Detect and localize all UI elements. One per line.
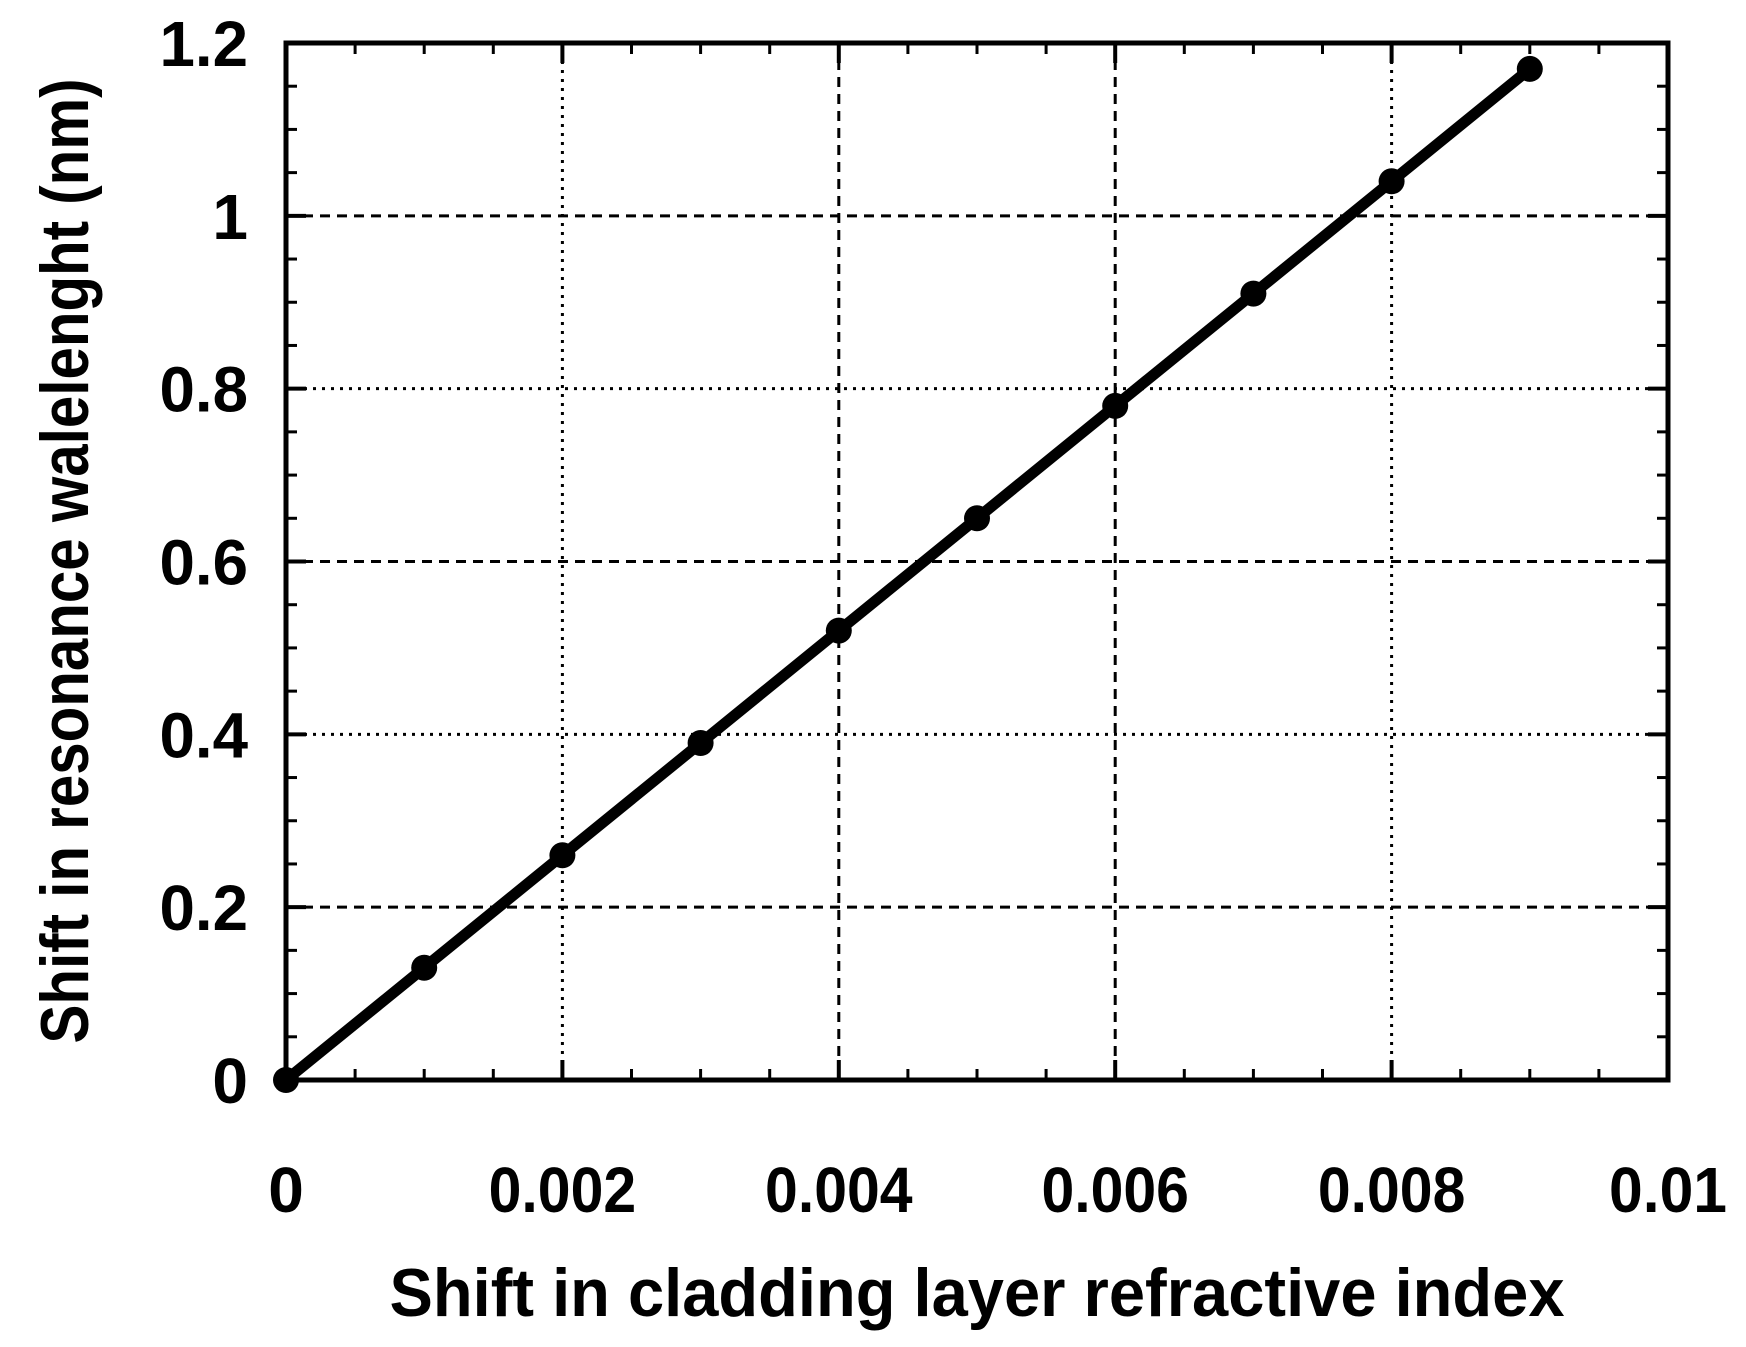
y-tick-label-0.8: 0.8 [160, 354, 249, 426]
y-tick-labels: 0 0.2 0.4 0.6 0.8 1 1.2 [160, 8, 249, 1117]
x-tick-label-0.002: 0.002 [489, 1154, 637, 1226]
y-tick-label-0.6: 0.6 [160, 527, 249, 599]
y-axis-title: Shift in resonance walelenght (nm) [27, 79, 103, 1044]
data-point-marker [964, 505, 990, 532]
y-tick-label-1.2: 1.2 [160, 8, 249, 80]
x-axis-title: Shift in cladding layer refractive index [390, 1255, 1565, 1331]
data-point-marker [411, 954, 438, 981]
gridlines [286, 43, 1668, 1080]
x-tick-label-0.006: 0.006 [1041, 1154, 1189, 1226]
series-line-resonance-wavelength-shift [282, 64, 1534, 1085]
x-tick-label-0.01: 0.01 [1609, 1154, 1727, 1226]
data-series [273, 55, 1543, 1093]
y-tick-label-1: 1 [212, 181, 248, 253]
data-point-marker [1240, 280, 1267, 307]
data-point-marker [273, 1067, 299, 1093]
axis-ticks [286, 43, 1668, 1080]
data-point-marker [1102, 392, 1129, 419]
y-tick-label-0: 0 [212, 1045, 248, 1117]
x-tick-label-0.008: 0.008 [1318, 1154, 1466, 1226]
data-point-marker [1378, 168, 1405, 195]
data-point-marker [687, 730, 714, 756]
y-tick-label-0.4: 0.4 [160, 699, 249, 771]
data-point-marker [825, 617, 852, 644]
x-tick-label-0: 0 [268, 1154, 304, 1226]
data-point-marker [549, 842, 576, 869]
y-tick-label-0.2: 0.2 [160, 872, 249, 944]
x-tick-labels: 0 0.002 0.004 0.006 0.008 0.01 [268, 1154, 1727, 1226]
data-point-marker [1516, 55, 1543, 82]
x-tick-label-0.004: 0.004 [765, 1154, 913, 1226]
